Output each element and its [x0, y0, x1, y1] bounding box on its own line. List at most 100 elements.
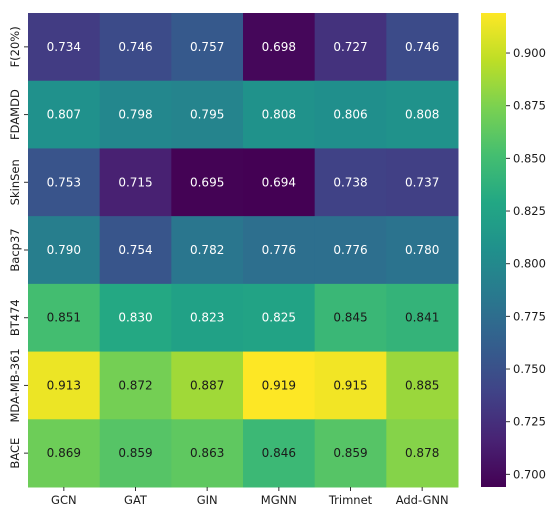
cell-value-label: 0.734	[47, 40, 81, 54]
heatmap-cell	[314, 148, 387, 217]
cell-value-label: 0.915	[333, 378, 367, 392]
heatmap-cell	[171, 13, 244, 82]
heatmap-cell	[99, 419, 172, 488]
heatmap-cell	[386, 351, 459, 420]
cell-value-label: 0.919	[262, 378, 296, 392]
cell-value-label: 0.715	[118, 175, 152, 189]
colorbar-tick-label: 0.875	[513, 99, 546, 113]
cell-value-label: 0.808	[405, 108, 439, 122]
cell-value-label: 0.825	[262, 311, 296, 325]
cell-value-label: 0.776	[333, 243, 367, 257]
cell-value-label: 0.738	[333, 175, 367, 189]
cell-value-label: 0.887	[190, 378, 224, 392]
heatmap-cell	[171, 419, 244, 488]
cell-value-label: 0.851	[47, 311, 81, 325]
cell-value-label: 0.859	[333, 446, 367, 460]
y-tick-label: Bacp37	[8, 228, 22, 271]
colorbar-tick-label: 0.750	[513, 362, 546, 376]
cell-value-label: 0.863	[190, 446, 224, 460]
cell-value-label: 0.872	[118, 378, 152, 392]
x-tick-label: Trimnet	[328, 493, 373, 507]
heatmap-cells	[28, 13, 459, 488]
heatmap-cell	[314, 216, 387, 285]
cell-value-label: 0.757	[190, 40, 224, 54]
x-tick-label: Add-GNN	[396, 493, 449, 507]
heatmap-cell	[243, 216, 316, 285]
heatmap-cell	[386, 283, 459, 353]
cell-value-label: 0.790	[47, 243, 81, 257]
cell-value-label: 0.746	[118, 40, 152, 54]
colorbar: 0.700 0.725 0.750 0.775 0.800 0.825 0.850 0.875…	[481, 13, 546, 487]
y-tick-label: FDAMDD	[8, 89, 22, 140]
y-tick-label: F(20%)	[8, 26, 22, 67]
heatmap-cell	[28, 13, 101, 82]
heatmap-cell	[171, 216, 244, 285]
cell-value-label: 0.694	[262, 175, 296, 189]
colorbar-tick-label: 0.700	[513, 467, 546, 481]
cell-value-label: 0.869	[47, 446, 81, 460]
heatmap-cell	[171, 80, 244, 149]
heatmap-cell	[171, 148, 244, 217]
heatmap-cell	[386, 80, 459, 149]
heatmap-cell	[386, 419, 459, 488]
heatmap-cell	[314, 13, 387, 82]
colorbar-tick-label: 0.725	[513, 415, 546, 429]
heatmap-cell	[314, 351, 387, 420]
heatmap-cell	[99, 283, 172, 353]
heatmap-cell	[243, 80, 316, 149]
cell-value-label: 0.698	[262, 40, 296, 54]
cell-value-label: 0.806	[333, 108, 367, 122]
cell-value-label: 0.727	[333, 40, 367, 54]
colorbar-tick-label: 0.900	[513, 46, 546, 60]
heatmap-cell	[99, 148, 172, 217]
cell-value-label: 0.737	[405, 175, 439, 189]
cell-value-label: 0.913	[47, 378, 81, 392]
heatmap-cell	[28, 419, 101, 488]
cell-value-label: 0.823	[190, 311, 224, 325]
heatmap-cell	[314, 283, 387, 353]
y-tick-label: BT474	[8, 299, 22, 336]
heatmap-cell	[99, 216, 172, 285]
x-axis: GCN GAT GIN MGNN Trimnet Add-GNN	[51, 487, 449, 507]
colorbar-tick-label: 0.775	[513, 309, 546, 323]
cell-value-label: 0.846	[262, 446, 296, 460]
heatmap-cell	[243, 351, 316, 420]
cell-value-label: 0.754	[118, 243, 152, 257]
heatmap-cell-labels: 0.734 0.746 0.757 0.698 0.727 0.746 0.807 0.798…	[47, 40, 440, 460]
colorbar-tick-label: 0.825	[513, 204, 546, 218]
cell-value-label: 0.830	[118, 311, 152, 325]
cell-value-label: 0.795	[190, 108, 224, 122]
heatmap-cell	[28, 351, 101, 420]
cell-value-label: 0.753	[47, 175, 81, 189]
heatmap-cell	[99, 80, 172, 149]
cell-value-label: 0.845	[333, 311, 367, 325]
heatmap-cell	[171, 283, 244, 353]
heatmap-cell	[99, 351, 172, 420]
colorbar-tick-label: 0.800	[513, 257, 546, 271]
cell-value-label: 0.776	[262, 243, 296, 257]
heatmap-cell	[28, 283, 101, 353]
cell-value-label: 0.798	[118, 108, 152, 122]
y-tick-label: BACE	[8, 438, 22, 469]
y-tick-label: MDA-MB-361	[8, 348, 22, 422]
heatmap-cell	[28, 148, 101, 217]
cell-value-label: 0.885	[405, 378, 439, 392]
heatmap-cell	[243, 148, 316, 217]
x-tick-label: GCN	[51, 493, 77, 507]
heatmap-cell	[171, 351, 244, 420]
cell-value-label: 0.746	[405, 40, 439, 54]
x-tick-label: MGNN	[261, 493, 297, 507]
heatmap-cell	[243, 13, 316, 82]
heatmap-cell	[386, 13, 459, 82]
x-tick-label: GIN	[197, 493, 218, 507]
colorbar-gradient	[481, 13, 506, 487]
heatmap-cell	[99, 13, 172, 82]
y-axis: F(20%) FDAMDD SkinSen Bacp37 BT474 MDA-MB-361…	[8, 26, 28, 469]
heatmap-cell	[243, 419, 316, 488]
cell-value-label: 0.695	[190, 175, 224, 189]
heatmap-cell	[28, 80, 101, 149]
cell-value-label: 0.878	[405, 446, 439, 460]
heatmap-cell	[386, 148, 459, 217]
heatmap-cell	[314, 419, 387, 488]
